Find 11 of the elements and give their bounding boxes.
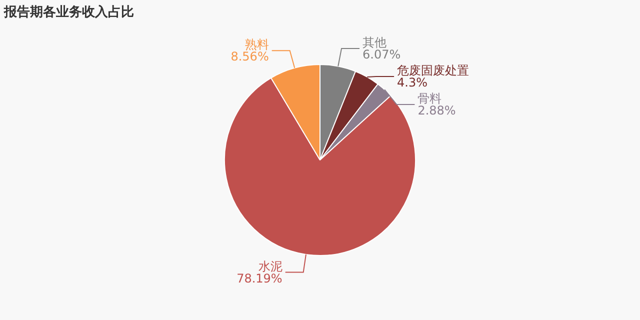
slice-label: 其他 bbox=[362, 36, 387, 50]
slice-label: 熟料 bbox=[244, 38, 269, 52]
slice-label: 骨料 bbox=[418, 92, 442, 106]
data-label: 78.19% bbox=[236, 271, 282, 286]
data-label: 8.56% bbox=[230, 50, 269, 64]
data-label: 2.88% bbox=[418, 104, 456, 118]
data-label: 4.3% bbox=[397, 76, 428, 90]
slice-label: 危废固废处置 bbox=[397, 64, 470, 78]
slice-label: 水泥 bbox=[258, 259, 282, 274]
text: 报告期各业务收入占比 bbox=[4, 4, 134, 21]
data-label: 6.07% bbox=[362, 48, 401, 62]
